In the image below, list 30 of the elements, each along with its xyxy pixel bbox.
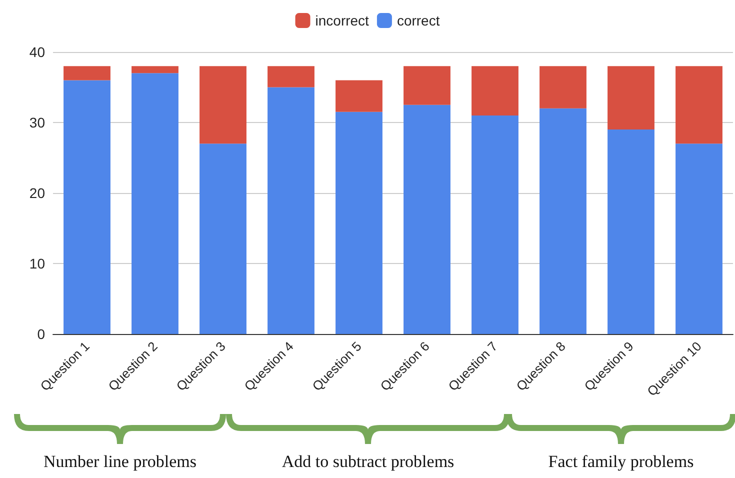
- bar: [268, 66, 314, 88]
- bar: [676, 144, 722, 334]
- bar: [268, 87, 314, 334]
- legend-label: incorrect: [315, 12, 370, 28]
- text: Add to subtract problems: [280, 452, 456, 472]
- bar: [336, 112, 382, 334]
- bar: [608, 66, 654, 130]
- bar: [132, 73, 178, 334]
- bar: [64, 66, 110, 80]
- bar: [336, 80, 382, 112]
- y-tick-label: 10: [29, 256, 46, 272]
- bar: [472, 115, 518, 334]
- bar: [132, 66, 178, 74]
- bar: [472, 66, 518, 116]
- legend-label: correct: [396, 12, 440, 28]
- bar: [676, 66, 722, 144]
- bar: [200, 66, 246, 144]
- bar: [608, 130, 654, 334]
- y-tick-label: 30: [29, 114, 46, 130]
- bar: [540, 66, 586, 108]
- bar: [64, 80, 110, 334]
- bar: [540, 108, 586, 334]
- y-tick-label: 0: [37, 326, 46, 342]
- text: Number line problems: [42, 452, 198, 472]
- bar: [200, 144, 246, 334]
- y-tick-label: 40: [29, 44, 46, 60]
- bar: [404, 66, 450, 105]
- bar: [404, 104, 450, 334]
- y-tick-label: 20: [29, 185, 46, 201]
- text: Fact family problems: [547, 452, 695, 472]
